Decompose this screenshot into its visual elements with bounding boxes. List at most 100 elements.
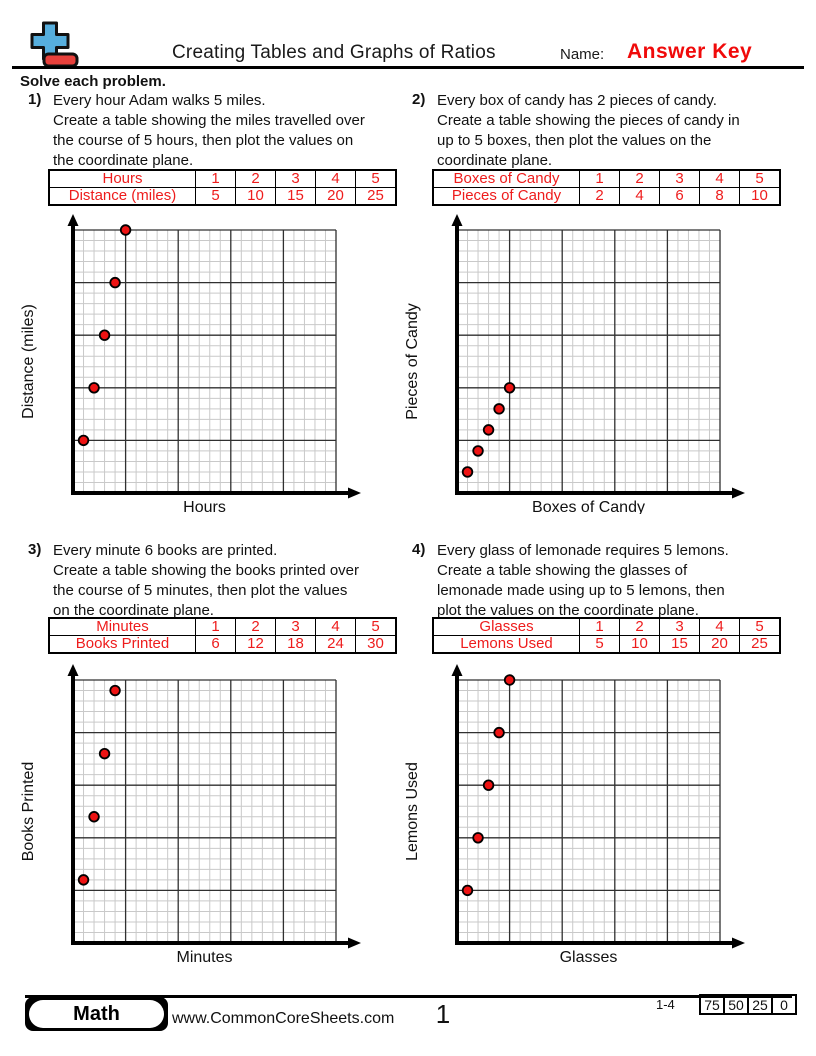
cell: 3 — [275, 617, 316, 636]
problem-number: 3) — [28, 541, 42, 558]
text-line: up to 5 boxes, then plot the values on t… — [437, 132, 712, 149]
cell: 10 — [619, 635, 660, 654]
row-label: Distance (miles) — [48, 187, 196, 206]
score-cell: 25 — [747, 994, 773, 1015]
cell: 5 — [739, 617, 781, 636]
website-url: www.CommonCoreSheets.com — [172, 1010, 395, 1027]
row-label: Pieces of Candy — [432, 187, 580, 206]
page-title: Creating Tables and Graphs of Ratios — [172, 42, 496, 63]
svg-text:Hours: Hours — [183, 499, 226, 514]
problem-2: 2) Every box of candy has 2 pieces of ca… — [404, 91, 802, 531]
problem-number: 4) — [412, 541, 426, 558]
footer-divider — [25, 995, 792, 998]
ratio-table-1: Hours 1 2 3 4 5 Distance (miles) 5 10 15… — [48, 169, 397, 206]
plus-minus-logo-icon — [30, 21, 79, 68]
row-label: Glasses — [432, 617, 580, 636]
cell: 2 — [235, 169, 276, 188]
svg-text:Distance (miles): Distance (miles) — [20, 304, 37, 419]
instruction-text: Solve each problem. — [20, 73, 166, 90]
math-badge: Math — [25, 997, 168, 1031]
ratio-graph-4: Glasses Lemons Used — [404, 664, 745, 964]
cell: 6 — [195, 635, 236, 654]
cell: 10 — [235, 187, 276, 206]
text-line: the course of 5 minutes, then plot the v… — [53, 582, 348, 599]
text-line: the course of 5 hours, then plot the val… — [53, 132, 354, 149]
text-line: Every hour Adam walks 5 miles. — [53, 92, 266, 109]
header-divider — [12, 66, 804, 69]
svg-text:Glasses: Glasses — [560, 949, 618, 964]
svg-text:Lemons Used: Lemons Used — [404, 762, 421, 861]
cell: 5 — [739, 169, 781, 188]
table-row: Books Printed 6 12 18 24 30 — [48, 635, 397, 654]
name-label: Name: — [560, 46, 605, 63]
row-label: Minutes — [48, 617, 196, 636]
cell: 10 — [739, 187, 781, 206]
cell: 3 — [275, 169, 316, 188]
ratio-graph-2: Boxes of Candy Pieces of Candy — [404, 214, 745, 514]
cell: 2 — [579, 187, 620, 206]
table-row: Lemons Used 5 10 15 20 25 — [432, 635, 781, 654]
minus-shape — [42, 52, 79, 68]
problem-number: 1) — [28, 91, 42, 108]
text-line: lemonade made using up to 5 lemons, then — [437, 582, 725, 599]
cell: 4 — [315, 617, 356, 636]
cell: 5 — [355, 169, 397, 188]
cell: 2 — [235, 617, 276, 636]
ratio-graph-1: Hours Distance (miles) — [20, 214, 361, 514]
text-line: Create a table showing the books printed… — [53, 562, 360, 579]
problem-range: 1-4 — [656, 997, 675, 1012]
cell: 4 — [699, 617, 740, 636]
table-row: Glasses 1 2 3 4 5 — [432, 617, 781, 636]
svg-text:Minutes: Minutes — [176, 949, 232, 964]
text-line: coordinate plane. — [437, 152, 553, 169]
table-row: Hours 1 2 3 4 5 — [48, 169, 397, 188]
cell: 1 — [195, 169, 236, 188]
table-row: Pieces of Candy 2 4 6 8 10 — [432, 187, 781, 206]
cell: 1 — [579, 617, 620, 636]
cell: 6 — [659, 187, 700, 206]
cell: 5 — [355, 617, 397, 636]
score-cell: 0 — [771, 994, 797, 1015]
problem-4: 4) Every glass of lemonade requires 5 le… — [404, 541, 802, 981]
svg-text:Books Printed: Books Printed — [20, 762, 37, 862]
cell: 5 — [195, 187, 236, 206]
score-cell: 50 — [723, 994, 749, 1015]
table-row: Distance (miles) 5 10 15 20 25 — [48, 187, 397, 206]
problem-text: Every box of candy has 2 pieces of candy… — [437, 91, 740, 171]
table-row: Minutes 1 2 3 4 5 — [48, 617, 397, 636]
ratio-table-2: Boxes of Candy 1 2 3 4 5 Pieces of Candy… — [432, 169, 781, 206]
cell: 18 — [275, 635, 316, 654]
row-label: Lemons Used — [432, 635, 580, 654]
cell: 2 — [619, 617, 660, 636]
cell: 15 — [659, 635, 700, 654]
text-line: Create a table showing the glasses of — [437, 562, 688, 579]
problem-number: 2) — [412, 91, 426, 108]
answer-key-text: Answer Key — [627, 40, 753, 63]
cell: 12 — [235, 635, 276, 654]
cell: 1 — [579, 169, 620, 188]
page-number: 1 — [435, 999, 451, 1029]
problem-1: 1) Every hour Adam walks 5 miles. Create… — [20, 91, 418, 531]
problem-text: Every glass of lemonade requires 5 lemon… — [437, 541, 729, 621]
cell: 30 — [355, 635, 397, 654]
cell: 4 — [699, 169, 740, 188]
cell: 4 — [619, 187, 660, 206]
cell: 1 — [195, 617, 236, 636]
cell: 3 — [659, 169, 700, 188]
problem-text: Every hour Adam walks 5 miles. Create a … — [53, 91, 365, 171]
text-line: Create a table showing the miles travell… — [53, 112, 365, 129]
problem-3: 3) Every minute 6 books are printed. Cre… — [20, 541, 418, 981]
row-label: Books Printed — [48, 635, 196, 654]
cell: 24 — [315, 635, 356, 654]
score-cell: 75 — [699, 994, 725, 1015]
ratio-graph-3: Minutes Books Printed — [20, 664, 361, 964]
svg-text:Boxes of Candy: Boxes of Candy — [532, 499, 645, 514]
cell: 2 — [619, 169, 660, 188]
svg-text:Pieces of Candy: Pieces of Candy — [404, 303, 421, 420]
text-line: Every box of candy has 2 pieces of candy… — [437, 92, 717, 109]
cell: 4 — [315, 169, 356, 188]
cell: 5 — [579, 635, 620, 654]
text-line: Create a table showing the pieces of can… — [437, 112, 740, 129]
text-line: plot the values on the coordinate plane. — [437, 602, 699, 619]
